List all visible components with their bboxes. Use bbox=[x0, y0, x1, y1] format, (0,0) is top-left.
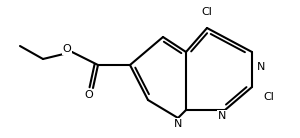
Text: O: O bbox=[63, 44, 71, 54]
Text: O: O bbox=[85, 90, 93, 100]
Text: N: N bbox=[257, 62, 266, 72]
Text: N: N bbox=[174, 119, 182, 129]
Text: Cl: Cl bbox=[263, 92, 274, 102]
Text: Cl: Cl bbox=[202, 7, 212, 17]
Text: N: N bbox=[218, 111, 226, 121]
